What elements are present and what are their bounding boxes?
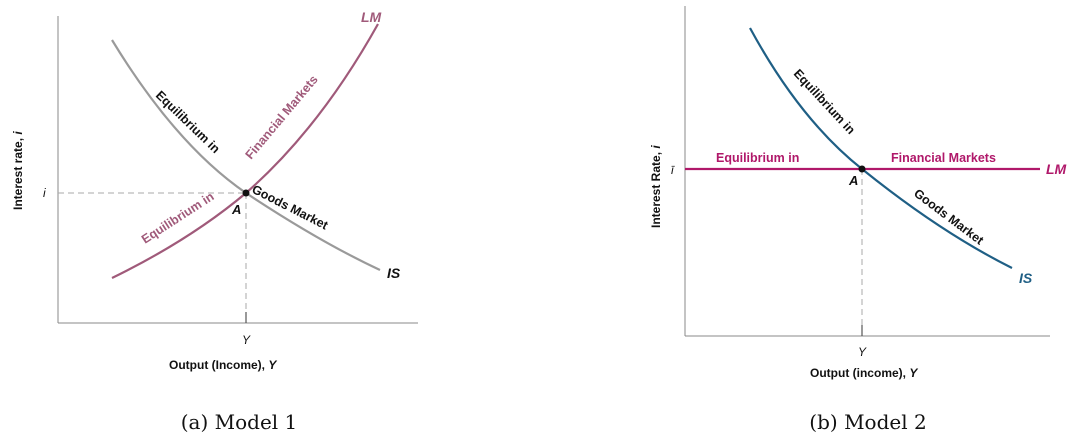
panel-b-lm-text-1: Equilibrium in: [716, 151, 799, 165]
panel-a: A LM IS Equilibrium in Goods Market Fina…: [11, 9, 418, 434]
panel-b-equilibrium-point: [858, 165, 866, 173]
panel-b-x-axis-title: Output (income), Y: [810, 366, 918, 380]
panel-b-lm-text-2: Financial Markets: [891, 151, 996, 165]
panel-a-is-text-2: Goods Market: [250, 182, 331, 233]
panel-a-y-axis-title: Interest rate, i: [11, 131, 25, 210]
panel-b-is-text-2: Goods Market: [911, 186, 987, 248]
panel-b-lm-label: LM: [1046, 161, 1067, 177]
panel-a-x-tick: Y: [242, 333, 251, 347]
panel-a-caption: (a) Model 1: [181, 410, 298, 434]
panel-b-x-tick: Y: [858, 345, 867, 359]
panel-a-equilibrium-point: [242, 189, 250, 197]
panel-a-is-label: IS: [387, 265, 401, 281]
panel-b-is-label: IS: [1019, 270, 1033, 286]
panel-a-lm-text-1: Financial Markets: [243, 73, 321, 162]
panel-b-caption: (b) Model 2: [809, 410, 926, 434]
panel-b: A LM IS Equilibrium in Financial Markets…: [649, 6, 1067, 434]
panel-a-lm-label: LM: [361, 9, 382, 25]
panel-a-x-axis-title: Output (Income), Y: [169, 358, 277, 372]
panel-b-point-label: A: [848, 173, 858, 188]
panel-b-is-text-1: Equilibrium in: [791, 66, 858, 137]
panel-a-is-text-1: Equilibrium in: [153, 88, 223, 156]
panel-b-y-axis-title: Interest Rate, i: [649, 145, 663, 228]
panel-a-lm-text-2: Equilibrium in: [139, 189, 217, 246]
panel-b-y-tick: ī: [671, 163, 675, 177]
panel-a-point-label: A: [231, 202, 241, 217]
panel-a-y-tick: i: [43, 186, 46, 200]
